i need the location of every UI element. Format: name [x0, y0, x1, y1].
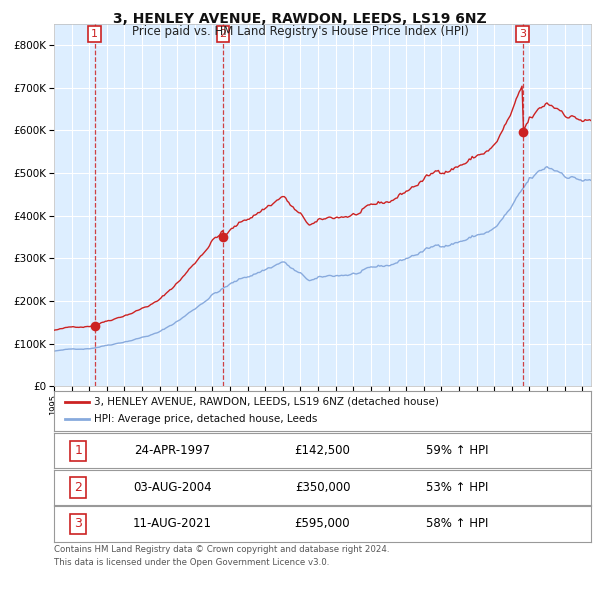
- Text: £350,000: £350,000: [295, 481, 350, 494]
- Text: 1: 1: [74, 444, 82, 457]
- Text: 59% ↑ HPI: 59% ↑ HPI: [425, 444, 488, 457]
- Text: Price paid vs. HM Land Registry's House Price Index (HPI): Price paid vs. HM Land Registry's House …: [131, 25, 469, 38]
- Text: 53% ↑ HPI: 53% ↑ HPI: [425, 481, 488, 494]
- Text: This data is licensed under the Open Government Licence v3.0.: This data is licensed under the Open Gov…: [54, 558, 329, 566]
- Text: 03-AUG-2004: 03-AUG-2004: [133, 481, 211, 494]
- Text: 11-AUG-2021: 11-AUG-2021: [133, 517, 212, 530]
- Text: 3: 3: [74, 517, 82, 530]
- Text: 24-APR-1997: 24-APR-1997: [134, 444, 210, 457]
- Text: HPI: Average price, detached house, Leeds: HPI: Average price, detached house, Leed…: [94, 414, 317, 424]
- Text: 2: 2: [74, 481, 82, 494]
- Text: 1: 1: [91, 29, 98, 39]
- Text: 2: 2: [219, 29, 226, 39]
- Text: 3, HENLEY AVENUE, RAWDON, LEEDS, LS19 6NZ (detached house): 3, HENLEY AVENUE, RAWDON, LEEDS, LS19 6N…: [94, 397, 439, 407]
- Text: £142,500: £142,500: [295, 444, 350, 457]
- Text: £595,000: £595,000: [295, 517, 350, 530]
- Text: 3, HENLEY AVENUE, RAWDON, LEEDS, LS19 6NZ: 3, HENLEY AVENUE, RAWDON, LEEDS, LS19 6N…: [113, 12, 487, 26]
- Text: 58% ↑ HPI: 58% ↑ HPI: [425, 517, 488, 530]
- Text: Contains HM Land Registry data © Crown copyright and database right 2024.: Contains HM Land Registry data © Crown c…: [54, 545, 389, 553]
- Text: 3: 3: [519, 29, 526, 39]
